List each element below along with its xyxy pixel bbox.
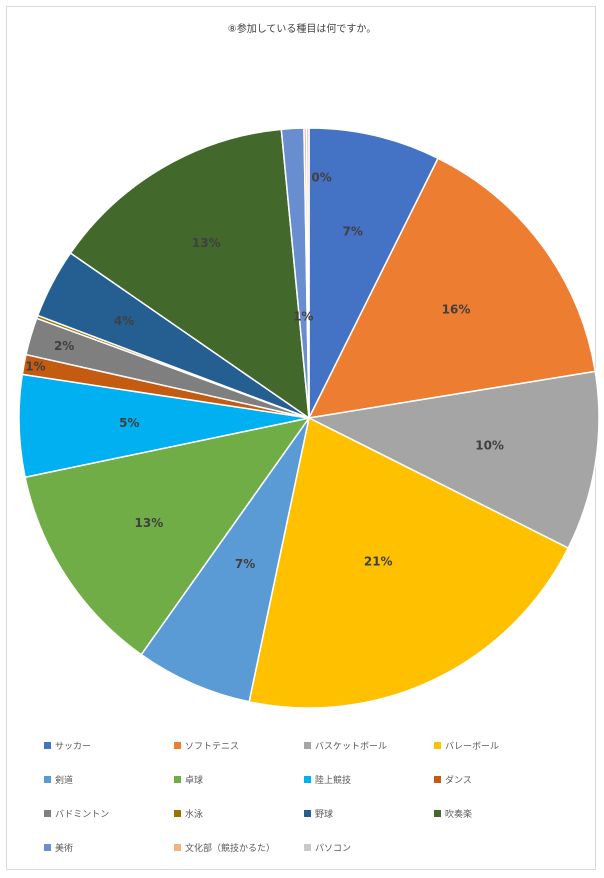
pie-chart: 7% 16% 10% 21% 7% 13% 5% 1% 2% 4% 13% 1% 0%	[18, 127, 600, 709]
legend-label: バレーボール	[445, 741, 500, 752]
legend-label: バスケットボール	[315, 741, 388, 752]
legend-swatch	[434, 741, 441, 749]
pie-slice-4	[248, 416, 570, 709]
legend-label: ダンス	[445, 775, 472, 786]
legend-item: バレーボール	[434, 739, 564, 752]
legend-item: 吹奏楽	[434, 807, 564, 820]
pie-label-13: 1%	[293, 310, 313, 324]
legend-row: バドミントン 水泳 野球 吹奏楽	[44, 796, 564, 830]
pie-slice-3	[306, 370, 600, 550]
legend-swatch	[434, 809, 441, 817]
legend-swatch	[434, 775, 441, 783]
legend-swatch	[174, 809, 181, 817]
legend-label: 吹奏楽	[445, 809, 473, 820]
legend-item: バドミントン	[44, 807, 174, 820]
pie-slice-2	[307, 157, 597, 419]
pie-slice-5	[140, 417, 310, 703]
legend-label: 剣道	[55, 775, 74, 786]
chart-title: ⑧参加している種目は何ですか。	[227, 24, 377, 35]
legend-label: ソフトテニス	[185, 741, 240, 752]
pie-slices	[18, 127, 600, 709]
legend-item: 陸上競技	[304, 773, 434, 786]
legend-item: サッカー	[44, 739, 174, 752]
legend-swatch	[44, 809, 51, 817]
legend-swatch	[44, 775, 51, 783]
legend-label: 美術	[55, 843, 74, 854]
chart-legend: サッカー ソフトテニス バスケットボール バレーボール剣道 卓球 陸上競技 ダンスバドミント…	[44, 728, 564, 864]
legend-item: 文化部（競技かるた）	[174, 841, 304, 854]
legend-label: 文化部（競技かるた）	[185, 843, 276, 854]
legend-row: 剣道 卓球 陸上競技 ダンス	[44, 762, 564, 796]
pie-slice-1	[308, 127, 440, 419]
legend-item: 美術	[44, 841, 174, 854]
pie-label-8: 1%	[25, 360, 45, 374]
legend-label: バドミントン	[55, 809, 110, 820]
pie-label-2: 16%	[442, 303, 471, 317]
legend-item: ソフトテニス	[174, 739, 304, 752]
legend-swatch	[304, 775, 311, 783]
pie-label-1: 7%	[343, 225, 363, 239]
legend-item: 野球	[304, 807, 434, 820]
legend-item: 剣道	[44, 773, 174, 786]
pie-label-5: 7%	[235, 557, 255, 571]
legend-swatch	[44, 741, 51, 749]
pie-label-4: 21%	[364, 555, 393, 569]
legend-item: 卓球	[174, 773, 304, 786]
legend-item: パソコン	[304, 841, 434, 854]
pie-label-9: 2%	[54, 339, 74, 353]
pie-label-12: 13%	[192, 236, 221, 250]
legend-swatch	[304, 843, 311, 851]
pie-label-11: 4%	[114, 314, 134, 328]
legend-swatch	[304, 741, 311, 749]
legend-label: 卓球	[185, 775, 204, 786]
legend-label: サッカー	[55, 741, 92, 752]
legend-swatch	[174, 843, 181, 851]
pie-label-15: 0%	[311, 171, 331, 185]
legend-row: 美術 文化部（競技かるた） パソコン	[44, 830, 564, 864]
legend-swatch	[44, 843, 51, 851]
pie-slice-12	[69, 128, 310, 420]
pie-slice-15	[305, 127, 310, 419]
legend-swatch	[174, 775, 181, 783]
legend-item: バスケットボール	[304, 739, 434, 752]
legend-item: ダンス	[434, 773, 564, 786]
legend-label: 野球	[315, 809, 334, 820]
legend-row: サッカー ソフトテニス バスケットボール バレーボール	[44, 728, 564, 762]
legend-swatch	[174, 741, 181, 749]
pie-label-3: 10%	[475, 439, 504, 453]
legend-item: 水泳	[174, 807, 304, 820]
legend-label: 水泳	[185, 809, 204, 820]
pie-label-7: 5%	[119, 416, 139, 430]
pie-slice-6	[24, 416, 311, 656]
legend-swatch	[304, 809, 311, 817]
legend-label: パソコン	[315, 843, 352, 854]
legend-label: 陸上競技	[315, 775, 352, 786]
pie-label-6: 13%	[135, 516, 164, 530]
pie-labels: 7% 16% 10% 21% 7% 13% 5% 1% 2% 4% 13% 1% 0%	[25, 171, 504, 571]
